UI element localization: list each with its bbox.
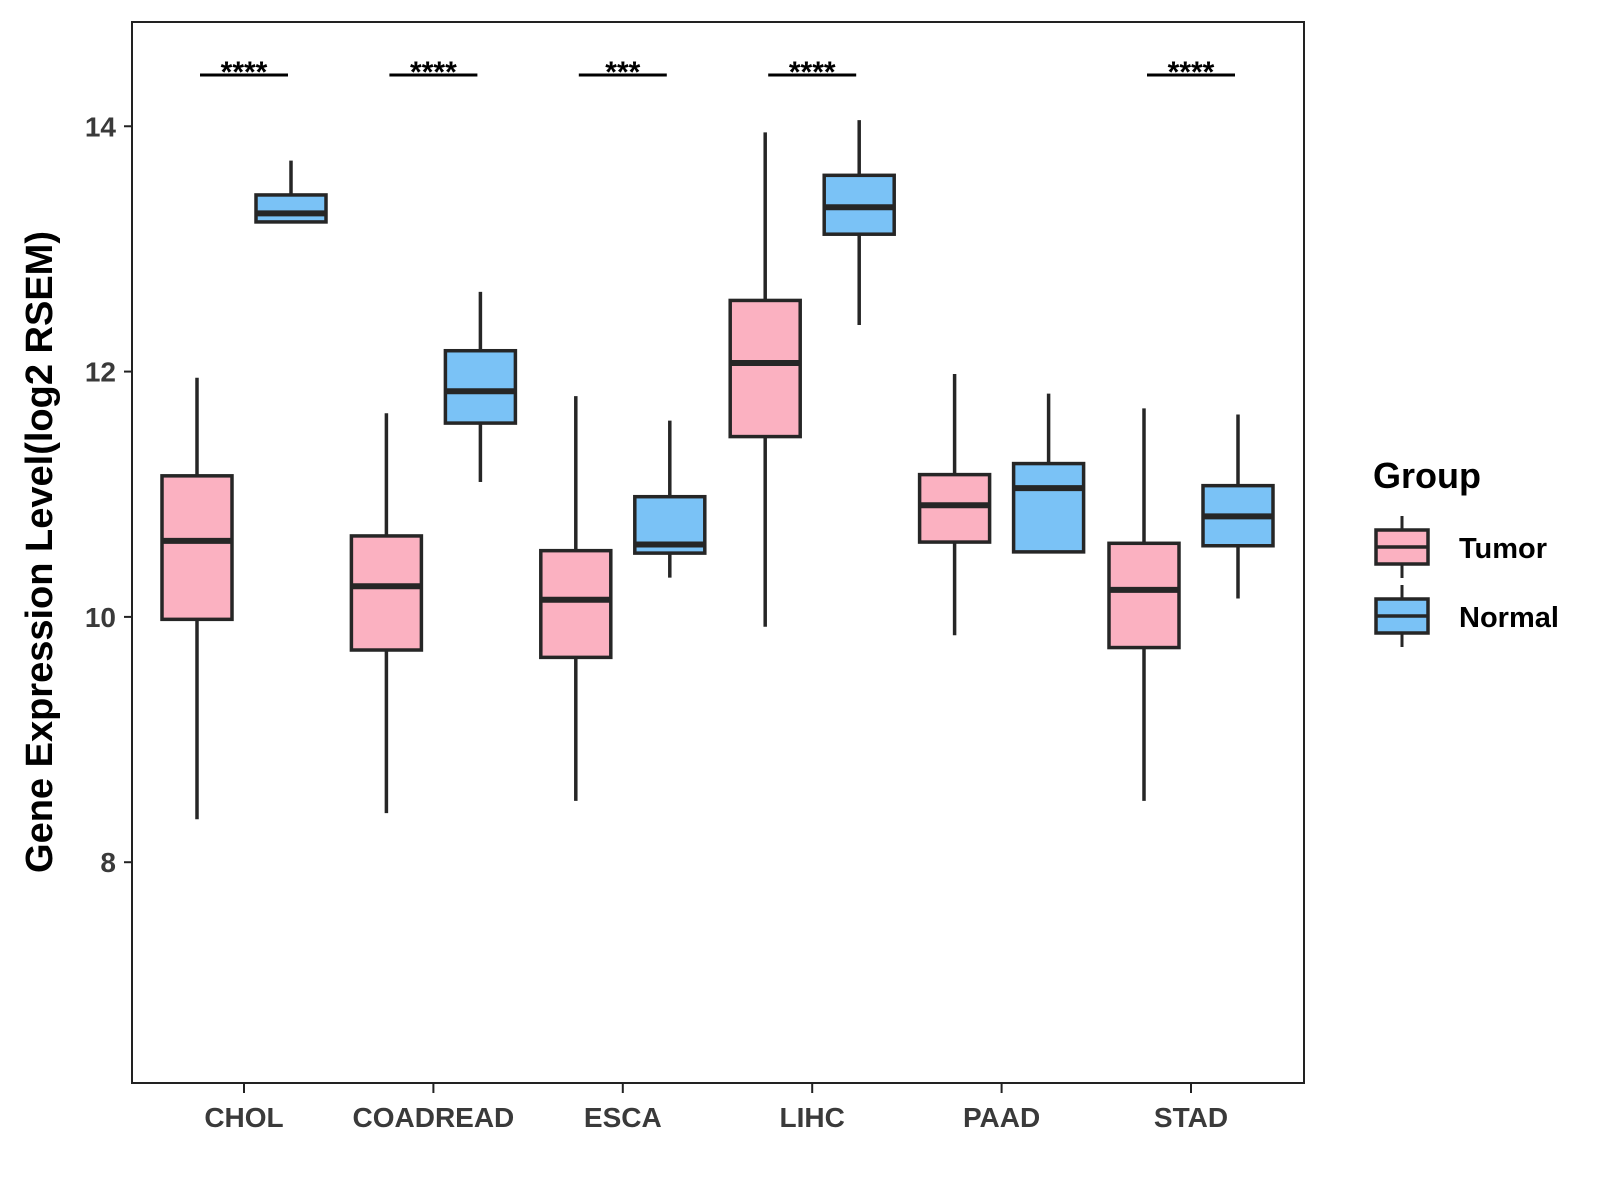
axes-layer: 8 10 12 14 CHOL COADREAD ESCA LIHC PAAD STAD xyxy=(85,111,1228,1133)
box-esca-tumor xyxy=(539,396,613,801)
box-iqr xyxy=(917,472,992,544)
box-iqr xyxy=(254,193,328,224)
significance-label: *** xyxy=(605,56,640,89)
significance-stad: **** xyxy=(1147,56,1235,89)
significance-coadread: **** xyxy=(389,56,478,89)
significance-annotations: **** **** *** **** **** xyxy=(200,56,1235,89)
x-tick-label: STAD xyxy=(1154,1102,1228,1133)
plot-panel-border xyxy=(131,21,1305,1084)
box-coadread-normal xyxy=(443,291,518,482)
x-tick-label: LIHC xyxy=(780,1102,845,1133)
legend: Group Tumor Normal xyxy=(1373,455,1559,647)
box-lihc-normal xyxy=(822,120,896,325)
legend-item-normal: Normal xyxy=(1374,585,1559,647)
box-chol-tumor xyxy=(160,377,234,820)
box-iqr xyxy=(160,474,234,622)
box-chol-normal xyxy=(254,160,328,224)
box-paad-tumor xyxy=(917,374,992,636)
y-tick-label: 12 xyxy=(85,357,116,388)
box-esca-normal xyxy=(633,420,707,578)
x-tick-label: ESCA xyxy=(584,1102,662,1133)
x-tick-label: PAAD xyxy=(963,1102,1040,1133)
legend-label-tumor: Tumor xyxy=(1459,533,1547,565)
boxes-layer xyxy=(160,120,1275,820)
box-stad-tumor xyxy=(1107,408,1181,801)
significance-lihc: **** xyxy=(768,56,857,89)
significance-chol: **** xyxy=(200,56,288,89)
legend-title: Group xyxy=(1373,455,1481,496)
box-iqr xyxy=(443,348,518,425)
box-iqr xyxy=(1107,541,1181,650)
box-iqr xyxy=(539,548,613,660)
y-axis-title: Gene Expression Level(log2 RSEM) xyxy=(19,231,61,873)
box-paad-normal xyxy=(1011,393,1086,554)
legend-items: Tumor Normal xyxy=(1374,516,1559,647)
box-stad-normal xyxy=(1201,414,1275,599)
box-coadread-tumor xyxy=(349,413,424,814)
box-lihc-tumor xyxy=(728,132,802,627)
box-iqr xyxy=(349,534,424,652)
y-tick-label: 8 xyxy=(100,847,116,878)
significance-esca: *** xyxy=(578,56,667,89)
x-tick-label: COADREAD xyxy=(353,1102,515,1133)
significance-label: **** xyxy=(1168,56,1215,89)
significance-label: **** xyxy=(221,56,268,89)
significance-label: **** xyxy=(789,56,836,89)
legend-item-tumor: Tumor xyxy=(1374,516,1547,578)
y-tick-label: 10 xyxy=(85,602,116,633)
y-tick-label: 14 xyxy=(85,111,117,142)
significance-label: **** xyxy=(410,56,457,89)
box-iqr xyxy=(1011,461,1086,554)
box-iqr xyxy=(728,298,802,439)
x-tick-label: CHOL xyxy=(204,1102,283,1133)
legend-label-normal: Normal xyxy=(1459,602,1559,634)
